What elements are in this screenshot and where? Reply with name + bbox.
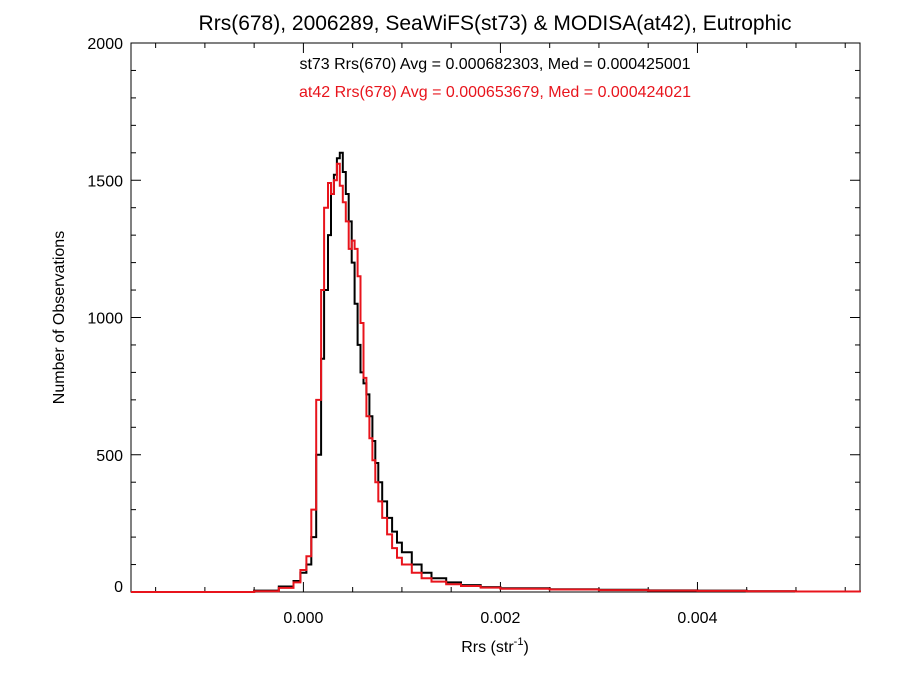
x-axis-label-sup: -1 bbox=[514, 636, 524, 648]
y-tick-label: 500 bbox=[96, 448, 123, 465]
x-tick-label: 0.000 bbox=[283, 610, 323, 627]
annotation-st73-stats: st73 Rrs(670) Avg = 0.000682303, Med = 0… bbox=[299, 56, 690, 73]
x-tick-label: 0.002 bbox=[480, 610, 520, 627]
series-at42-line bbox=[131, 162, 861, 593]
series-st73-line bbox=[131, 151, 861, 593]
y-axis-label: Number of Observations bbox=[51, 231, 68, 404]
x-tick-label: 0.004 bbox=[677, 610, 717, 627]
axis-ticks: 0.000 0.002 0.004 0 500 1000 1500 2000 bbox=[87, 36, 860, 627]
y-tick-label: 1000 bbox=[87, 311, 123, 328]
x-axis-label-base: Rrs (str bbox=[461, 639, 514, 656]
annotation-at42-stats: at42 Rrs(678) Avg = 0.000653679, Med = 0… bbox=[299, 84, 691, 101]
plot-area-frame bbox=[130, 42, 861, 593]
y-tick-label: 1500 bbox=[87, 173, 123, 190]
chart-title: Rrs(678), 2006289, SeaWiFS(st73) & MODIS… bbox=[199, 12, 792, 35]
x-axis-label: Rrs (str-1) bbox=[461, 636, 529, 656]
x-axis-label-close: ) bbox=[523, 639, 528, 656]
y-tick-label: 0 bbox=[114, 579, 123, 596]
series-layer bbox=[131, 151, 861, 593]
y-tick-label: 2000 bbox=[87, 36, 123, 53]
